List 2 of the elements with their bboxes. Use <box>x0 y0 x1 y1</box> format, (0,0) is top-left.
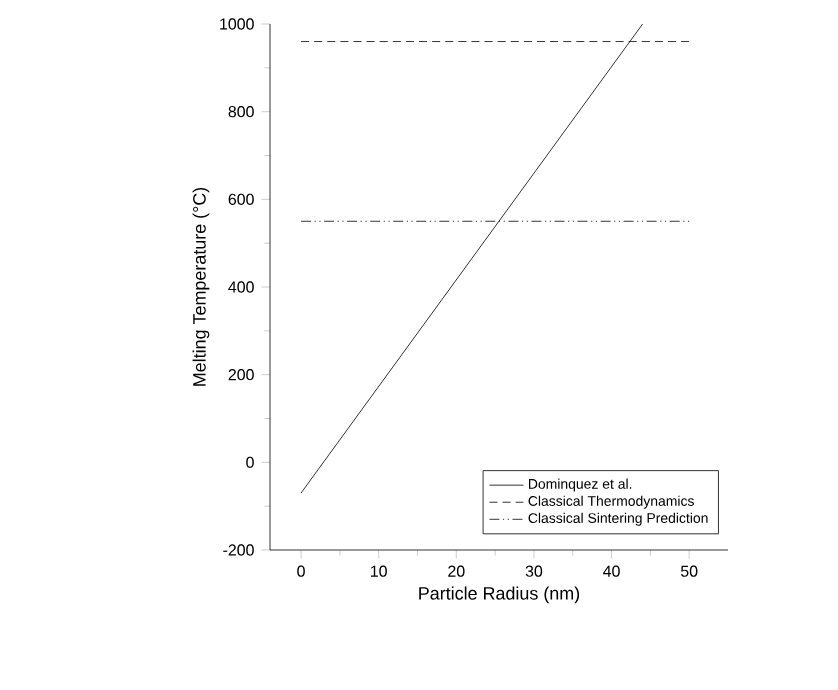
x-axis-title: Particle Radius (nm) <box>419 586 580 604</box>
y-axis-title: Melting Temperature (°C) <box>192 187 210 386</box>
